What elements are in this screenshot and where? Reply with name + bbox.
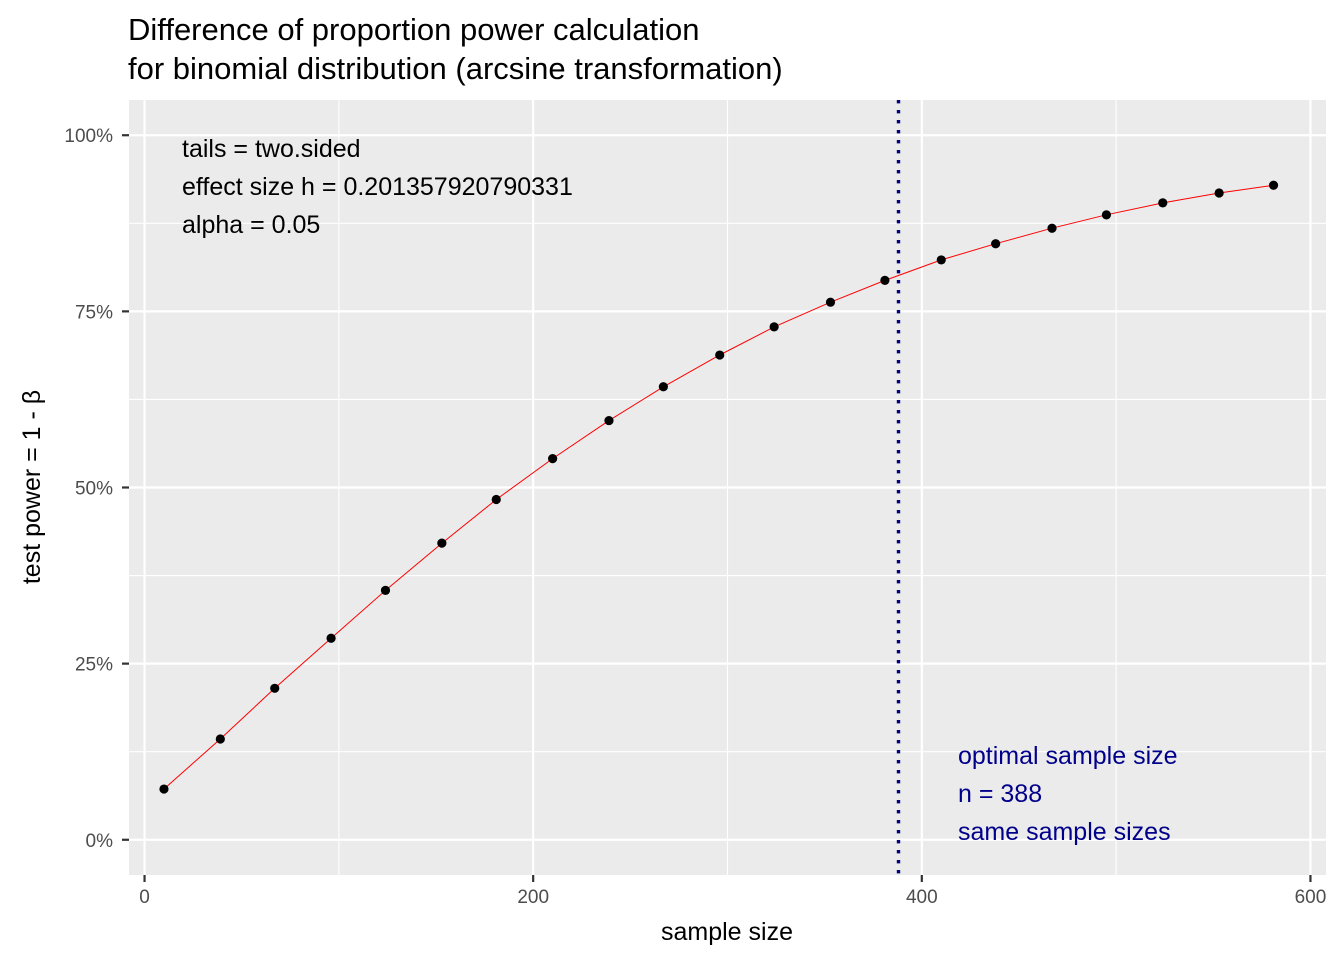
data-point [270,683,280,693]
annotation-bottom-right: optimal sample size [958,742,1178,770]
data-point [1158,198,1168,208]
data-point [1047,223,1057,233]
x-tick-label: 400 [906,887,938,908]
y-axis-title: test power = 1 - β [18,390,46,584]
annotation-bottom-right: n = 388 [958,780,1042,808]
data-point [769,322,779,332]
data-point [825,297,836,307]
x-tick-label: 200 [517,887,549,908]
x-axis: 0 200 400 600 [139,875,1326,908]
x-tick-label: 0 [139,887,150,908]
data-point [604,415,614,426]
data-point [491,494,501,505]
x-axis-title: sample size [661,918,793,946]
data-point [991,239,1001,249]
data-point [215,734,225,744]
data-point [715,350,725,360]
chart-title: Difference of proportion power calculati… [128,12,700,47]
y-tick-label: 75% [75,302,113,323]
annotations: tails = two.sided effect size h = 0.20135… [182,135,1178,846]
y-tick-label: 25% [75,655,113,676]
data-point [159,784,169,794]
x-tick-label: 600 [1295,887,1327,908]
data-point [548,454,558,464]
y-axis: 0% 25% 50% 75% 100% [64,126,129,852]
y-tick-label: 0% [86,831,114,852]
annotation-top-left: tails = two.sided [182,135,361,163]
grid-major [129,100,1326,875]
y-tick-label: 50% [75,479,113,500]
data-point [880,275,890,285]
data-point [326,633,336,643]
annotation-top-left: alpha = 0.05 [182,211,320,239]
data-point [1101,210,1112,220]
data-point [1268,180,1279,190]
annotation-bottom-right: same sample sizes [958,818,1171,846]
data-point [1214,188,1224,198]
annotation-top-left: effect size h = 0.201357920790331 [182,173,573,201]
y-tick-label: 100% [64,126,113,147]
chart-subtitle: for binomial distribution (arcsine trans… [128,51,783,86]
data-point [380,585,391,595]
data-point [936,255,946,265]
series-layer [159,180,1279,794]
data-point [437,538,447,548]
data-point [658,382,668,392]
